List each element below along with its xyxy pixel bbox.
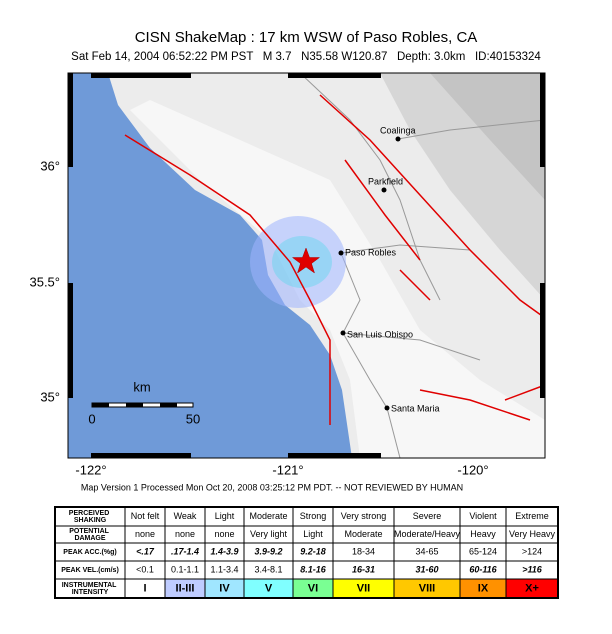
row-label: PERCEIVED SHAKING — [69, 510, 111, 524]
city-label: Santa Maria — [391, 403, 440, 413]
table-text: 3.4-8.1 — [254, 564, 282, 574]
intensity-table: PERCEIVED SHAKING Not felt Weak Light Modera… — [54, 506, 559, 599]
table-text: 18-34 — [352, 546, 375, 556]
frame-tick — [68, 73, 73, 167]
scale-bar — [126, 403, 143, 407]
table-text: Very Heavy — [509, 529, 556, 539]
frame-tick — [91, 453, 191, 458]
city-dot — [340, 330, 346, 336]
fault — [319, 94, 546, 319]
row-label: PEAK ACC.(%g) — [63, 549, 116, 556]
table-text: >124 — [522, 546, 542, 556]
city-dot — [384, 405, 390, 411]
table-text: Not felt — [131, 511, 160, 521]
frame-tick — [540, 283, 545, 398]
lon-label: -122° — [75, 462, 106, 477]
city-dot — [395, 136, 401, 142]
table-text: <.17 — [136, 546, 155, 556]
table-text: Extreme — [515, 511, 549, 521]
relief — [430, 73, 545, 200]
lat-label: 35.5° — [29, 274, 60, 289]
city-dot — [338, 250, 344, 256]
fault — [344, 159, 546, 421]
table-text: X+ — [525, 582, 539, 594]
scale-bar: km 0 50 — [88, 379, 200, 426]
table-text: Moderate/Heavy — [394, 529, 461, 539]
table-text: Very light — [250, 529, 288, 539]
table-border — [54, 506, 559, 599]
table-text: 3.9-9.2 — [254, 546, 282, 556]
caption: Map Version 1 Processed Mon Oct 20, 2008… — [81, 482, 463, 492]
table-text: VI — [308, 582, 318, 594]
epicenter — [291, 247, 321, 274]
table-text: IX — [478, 582, 489, 594]
city-label: Parkfield — [368, 176, 403, 186]
table-text: Violent — [469, 511, 497, 521]
frame-ticks — [68, 73, 545, 458]
frame-tick — [288, 73, 381, 78]
ocean — [68, 73, 352, 458]
table-text: 65-124 — [469, 546, 497, 556]
fault — [124, 134, 331, 425]
scale-label: 0 — [88, 411, 95, 426]
row-label: INSTRUMENTAL INTENSITY — [62, 582, 119, 596]
city-label: Coalinga — [380, 125, 416, 135]
table-text: 60-116 — [469, 564, 497, 574]
city-label: San Luis Obispo — [347, 329, 413, 339]
scale-unit: km — [133, 379, 150, 394]
table-text: none — [175, 529, 195, 539]
table-text: <0.1 — [136, 564, 154, 574]
subtitle: Sat Feb 14, 2004 06:52:22 PM PST M 3.7 N… — [71, 51, 541, 63]
table-text: 8.1-16 — [300, 564, 327, 574]
table-text: VIII — [419, 582, 436, 594]
table-text: Weak — [174, 511, 197, 521]
table-text: V — [265, 582, 273, 594]
row-label: PEAK VEL.(cm/s) — [61, 567, 119, 574]
scale-bar — [160, 403, 177, 407]
table-text: 0.1-1.1 — [171, 564, 199, 574]
frame-tick — [91, 73, 191, 78]
table-text: I — [143, 582, 146, 594]
table-text: none — [214, 529, 234, 539]
frame-tick — [540, 73, 545, 167]
table-text: Very strong — [341, 511, 387, 521]
table-text: Severe — [413, 511, 442, 521]
row-label: POTENTIAL DAMAGE — [69, 528, 110, 542]
table-text: Strong — [300, 511, 327, 521]
table-text: Moderate — [344, 529, 382, 539]
scale-label: 50 — [186, 411, 200, 426]
table-text: 9.2-18 — [300, 546, 326, 556]
map: Coalinga Parkfield Paso Robles San Luis … — [29, 72, 546, 477]
table-text: 1.1-3.4 — [210, 564, 238, 574]
scale-bar — [92, 403, 109, 407]
frame-tick — [68, 283, 73, 398]
table-text: VII — [357, 582, 370, 594]
table-text: none — [135, 529, 155, 539]
title: CISN ShakeMap : 17 km WSW of Paso Robles… — [135, 29, 478, 46]
intensity-area — [250, 216, 346, 308]
lon-label: -121° — [272, 462, 303, 477]
table-text: 16-31 — [352, 564, 375, 574]
lat-label: 35° — [40, 389, 60, 404]
roads — [299, 72, 546, 459]
table-text: Heavy — [470, 529, 496, 539]
table-text: Light — [215, 511, 235, 521]
table-text: 34-65 — [415, 546, 438, 556]
city-label: Paso Robles — [345, 247, 397, 257]
table-text: IV — [219, 582, 230, 594]
table-text: II-III — [176, 582, 195, 594]
table-text: .17-1.4 — [171, 546, 199, 556]
city-dot — [381, 187, 387, 193]
table-text: 1.4-3.9 — [210, 546, 238, 556]
table-text: >116 — [522, 564, 543, 574]
lat-label: 36° — [40, 158, 60, 173]
frame-tick — [288, 453, 381, 458]
lon-label: -120° — [457, 462, 488, 477]
table-text: Moderate — [249, 511, 287, 521]
table-text: 31-60 — [415, 564, 438, 574]
table-text: Light — [303, 529, 323, 539]
